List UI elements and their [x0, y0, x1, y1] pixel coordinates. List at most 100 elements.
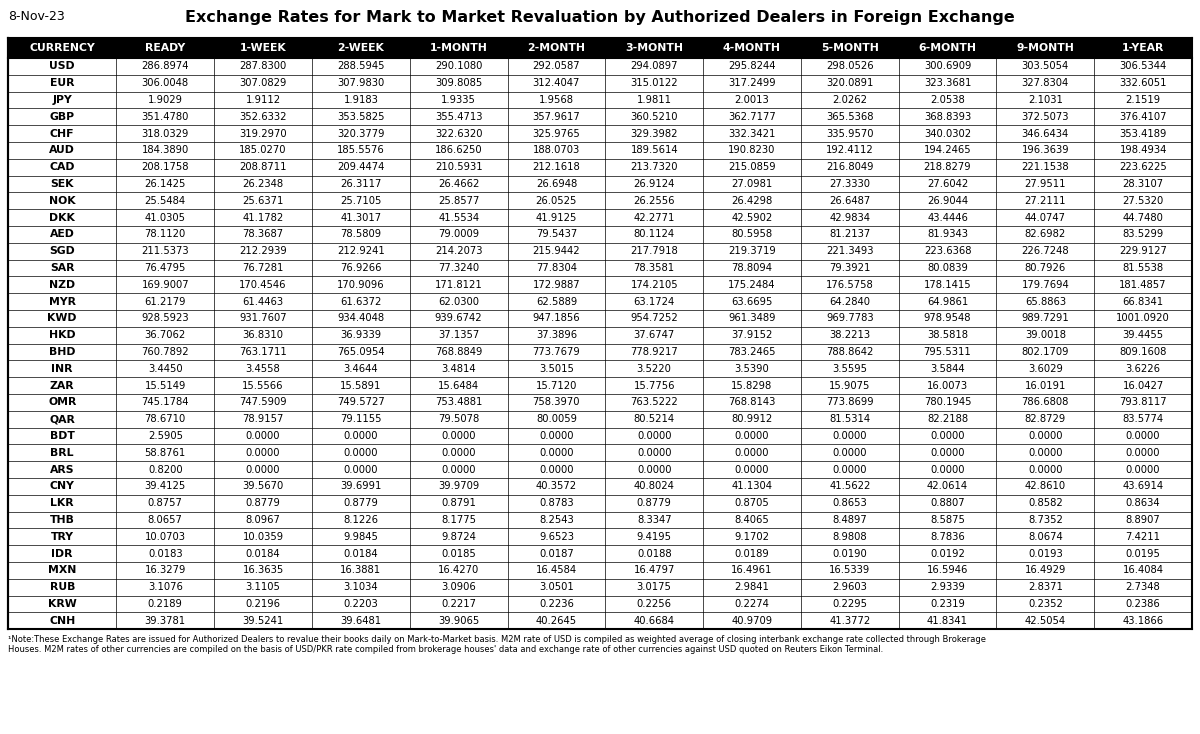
Text: 0.8779: 0.8779: [246, 498, 281, 508]
Text: 329.3982: 329.3982: [630, 128, 678, 139]
Text: 26.4662: 26.4662: [438, 179, 479, 189]
Text: 2.9339: 2.9339: [930, 582, 965, 592]
Text: 215.0859: 215.0859: [728, 162, 775, 172]
Text: 9.9845: 9.9845: [343, 532, 378, 542]
Text: 0.0192: 0.0192: [930, 548, 965, 559]
Text: 780.1945: 780.1945: [924, 397, 971, 407]
Text: 2.9603: 2.9603: [833, 582, 868, 592]
Text: 80.5214: 80.5214: [634, 414, 674, 424]
Text: 3.6029: 3.6029: [1028, 364, 1063, 374]
Text: 2.5905: 2.5905: [148, 431, 182, 441]
Text: 0.8757: 0.8757: [148, 498, 182, 508]
Text: 783.2465: 783.2465: [728, 347, 775, 357]
Text: 0.0189: 0.0189: [734, 548, 769, 559]
Text: 40.9709: 40.9709: [732, 616, 773, 626]
Text: BRL: BRL: [50, 448, 74, 458]
Text: 82.8729: 82.8729: [1025, 414, 1066, 424]
Text: 9.4195: 9.4195: [637, 532, 672, 542]
Text: 9.6523: 9.6523: [539, 532, 574, 542]
Text: 16.3881: 16.3881: [341, 565, 382, 575]
Text: 39.6991: 39.6991: [340, 482, 382, 491]
Text: 223.6368: 223.6368: [924, 246, 971, 256]
Text: 76.9266: 76.9266: [340, 263, 382, 273]
Text: 42.2771: 42.2771: [634, 213, 674, 222]
Text: 15.7756: 15.7756: [634, 381, 674, 390]
Text: 81.5314: 81.5314: [829, 414, 870, 424]
Text: 62.5889: 62.5889: [535, 297, 577, 307]
Text: 79.5437: 79.5437: [535, 230, 577, 239]
Text: 961.3489: 961.3489: [728, 313, 775, 324]
Text: 319.2970: 319.2970: [239, 128, 287, 139]
Text: 80.5958: 80.5958: [732, 230, 773, 239]
Text: 38.5818: 38.5818: [928, 330, 968, 340]
Text: 353.5825: 353.5825: [337, 112, 384, 122]
Text: 0.0195: 0.0195: [1126, 548, 1160, 559]
Text: 229.9127: 229.9127: [1120, 246, 1168, 256]
Text: 0.0190: 0.0190: [833, 548, 868, 559]
Text: 41.8341: 41.8341: [928, 616, 968, 626]
Text: 3.4644: 3.4644: [343, 364, 378, 374]
Text: 372.5073: 372.5073: [1021, 112, 1069, 122]
Text: 0.8200: 0.8200: [148, 465, 182, 475]
Text: 39.6481: 39.6481: [341, 616, 382, 626]
Text: 0.0000: 0.0000: [930, 448, 965, 458]
Text: 300.6909: 300.6909: [924, 62, 971, 71]
Text: KWD: KWD: [48, 313, 77, 324]
Text: 171.8121: 171.8121: [434, 280, 482, 290]
Text: 0.8653: 0.8653: [833, 498, 868, 508]
Text: 0.0000: 0.0000: [1028, 448, 1062, 458]
Text: 335.9570: 335.9570: [826, 128, 874, 139]
Text: 1.9029: 1.9029: [148, 95, 182, 105]
Text: 0.0183: 0.0183: [148, 548, 182, 559]
Bar: [8, 545, 1192, 562]
Text: 1.9335: 1.9335: [442, 95, 476, 105]
Text: 323.3681: 323.3681: [924, 79, 971, 88]
Text: 27.6042: 27.6042: [926, 179, 968, 189]
Text: 80.1124: 80.1124: [634, 230, 674, 239]
Text: 16.4584: 16.4584: [536, 565, 577, 575]
Text: CURRENCY: CURRENCY: [29, 43, 95, 53]
Text: 174.2105: 174.2105: [630, 280, 678, 290]
Bar: [8, 595, 1192, 612]
Bar: [8, 461, 1192, 478]
Text: 39.9709: 39.9709: [438, 482, 479, 491]
Text: NZD: NZD: [49, 280, 76, 290]
Text: DKK: DKK: [49, 213, 76, 222]
Text: 61.4463: 61.4463: [242, 297, 283, 307]
Text: MXN: MXN: [48, 565, 77, 575]
Text: 189.5614: 189.5614: [630, 145, 678, 156]
Text: 307.9830: 307.9830: [337, 79, 384, 88]
Text: 315.0122: 315.0122: [630, 79, 678, 88]
Text: 25.5484: 25.5484: [145, 196, 186, 206]
Text: 198.4934: 198.4934: [1120, 145, 1166, 156]
Text: QAR: QAR: [49, 414, 76, 424]
Text: 3.5390: 3.5390: [734, 364, 769, 374]
Text: 9.8724: 9.8724: [442, 532, 476, 542]
Bar: [8, 226, 1192, 243]
Text: 8.7836: 8.7836: [930, 532, 965, 542]
Text: 43.1866: 43.1866: [1122, 616, 1164, 626]
Text: 1-YEAR: 1-YEAR: [1122, 43, 1164, 53]
Text: 179.7694: 179.7694: [1021, 280, 1069, 290]
Text: 0.8779: 0.8779: [637, 498, 672, 508]
Text: KRW: KRW: [48, 599, 77, 609]
Text: 76.7281: 76.7281: [242, 263, 283, 273]
Text: 0.0000: 0.0000: [442, 431, 476, 441]
Text: 295.8244: 295.8244: [728, 62, 775, 71]
Text: 82.2188: 82.2188: [926, 414, 968, 424]
Bar: [8, 192, 1192, 209]
Text: 169.9007: 169.9007: [142, 280, 190, 290]
Text: 42.5902: 42.5902: [731, 213, 773, 222]
Text: 0.0000: 0.0000: [1126, 431, 1160, 441]
Text: 39.3781: 39.3781: [145, 616, 186, 626]
Text: 327.8304: 327.8304: [1021, 79, 1069, 88]
Text: 8.7352: 8.7352: [1028, 515, 1063, 525]
Text: 172.9887: 172.9887: [533, 280, 581, 290]
Text: 170.4546: 170.4546: [239, 280, 287, 290]
Text: 178.1415: 178.1415: [924, 280, 971, 290]
Text: 41.3772: 41.3772: [829, 616, 870, 626]
Text: 211.5373: 211.5373: [142, 246, 190, 256]
Text: 8.0967: 8.0967: [246, 515, 281, 525]
Text: 16.5339: 16.5339: [829, 565, 870, 575]
Text: USD: USD: [49, 62, 76, 71]
